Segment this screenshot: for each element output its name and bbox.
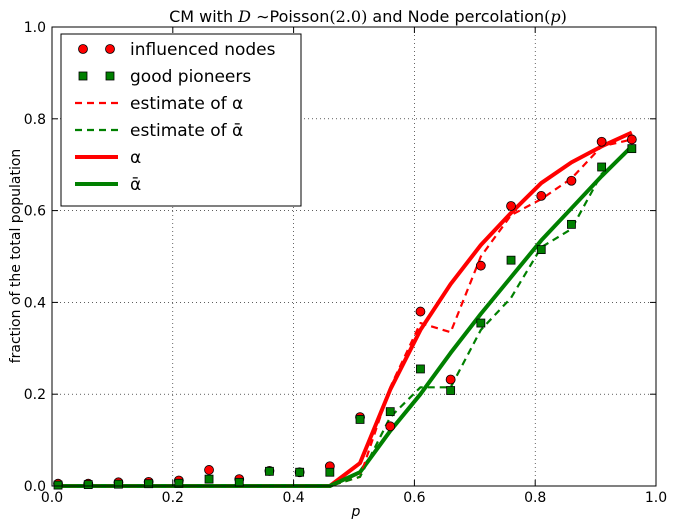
data-point-pioneer [506,255,516,265]
axis-ticks: 0.0 0.2 0.4 0.6 0.8 1.0 0.0 0.2 0.4 0.6 0.8 1.0 [24,20,667,506]
data-point-influenced [506,201,516,211]
data-point-pioneer [597,162,607,172]
legend-box [60,33,302,207]
legend: influenced nodes good pioneers estimate of… [60,33,302,207]
y-tick-label: 0.0 [24,479,46,495]
data-point-pioneer [627,144,637,154]
data-point-influenced [566,175,577,186]
legend-label: α [130,148,141,168]
series-green-squares [53,144,637,490]
legend-label: estimate of ᾱ [130,121,243,141]
data-point-pioneer [234,477,244,487]
data-point-pioneer [355,415,365,424]
y-tick-label: 0.6 [24,204,46,220]
legend-label: estimate of α [130,94,243,114]
legend-label: ᾱ [130,175,141,195]
series-red-dashed [58,138,633,488]
data-point-pioneer [53,480,63,490]
legend-marker [105,44,115,54]
x-tick-label: 0.8 [524,490,546,506]
legend-label: good pioneers [130,67,251,87]
series-line-red-dashed [58,138,633,488]
data-point-pioneer [325,467,335,477]
data-point-pioneer [83,480,93,490]
data-point-influenced [475,260,486,271]
data-point-pioneer [265,466,274,476]
data-point-pioneer [536,245,546,255]
plot-frame [51,26,657,487]
y-tick-label: 0.4 [24,295,46,311]
data-point-influenced [385,421,396,432]
data-point-influenced [596,136,607,147]
legend-entry: ᾱ [75,175,141,195]
legend-entry: estimate of α [75,94,243,114]
y-tick-label: 0.8 [24,112,46,128]
data-point-pioneer [295,467,305,477]
data-point-pioneer [144,479,154,489]
x-tick-label: 0.0 [41,490,63,506]
data-point-pioneer [385,407,395,417]
x-tick-label: 0.4 [282,490,304,506]
data-point-pioneer [114,479,123,489]
legend-entry: influenced nodes [78,40,276,60]
data-point-pioneer [204,474,214,484]
data-point-influenced [415,306,426,317]
x-tick-label: 1.0 [645,490,667,506]
x-tick-label: 0.2 [162,490,184,506]
data-point-pioneer [567,219,576,229]
legend-entry: estimate of ᾱ [75,121,243,141]
y-tick-label: 0.2 [24,387,46,403]
legend-marker [78,44,88,54]
data-point-pioneer [174,478,184,488]
legend-label: influenced nodes [130,40,276,60]
data-point-influenced [536,191,547,201]
data-point-pioneer [476,318,486,328]
legend-marker [105,71,115,81]
data-point-pioneer [446,386,456,395]
y-tick-label: 1.0 [24,20,46,36]
x-axis-label: p [351,504,361,520]
data-point-pioneer [416,364,425,374]
legend-entry: good pioneers [78,67,251,87]
data-point-influenced [626,134,637,145]
y-axis-label: fraction of the total population [8,149,24,364]
legend-entry: α [75,148,141,168]
x-tick-label: 0.6 [403,490,425,506]
data-point-influenced [445,374,456,385]
data-point-influenced [204,465,214,475]
chart-title: CM with D ∼Poisson(2.0) and Node percola… [169,7,567,26]
legend-marker [78,71,88,81]
series-line-green-dashed [58,147,633,488]
series-green-dashed [58,147,633,488]
